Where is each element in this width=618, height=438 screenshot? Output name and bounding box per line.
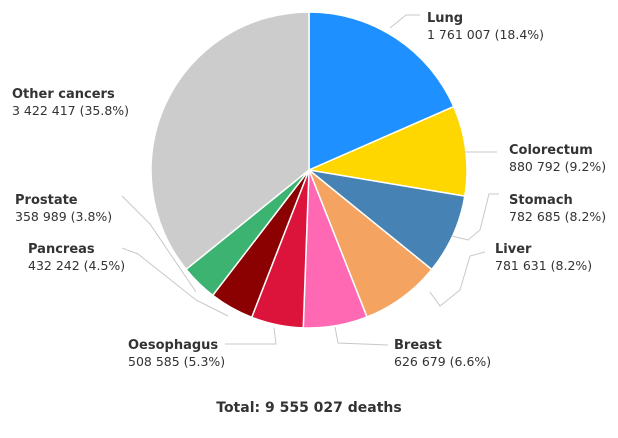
leader-line-pancreas xyxy=(121,247,229,317)
label-name-colorectum: Colorectum xyxy=(509,143,593,158)
label-name-other-cancers: Other cancers xyxy=(12,87,115,102)
label-value-pancreas: 432 242 (4.5%) xyxy=(28,258,125,273)
label-name-breast: Breast xyxy=(394,338,442,353)
leader-line-lung xyxy=(389,14,420,29)
leader-line-stomach xyxy=(451,193,499,241)
label-value-lung: 1 761 007 (18.4%) xyxy=(427,27,544,42)
label-name-stomach: Stomach xyxy=(509,193,573,208)
label-value-liver: 781 631 (8.2%) xyxy=(495,258,592,273)
leader-line-prostate xyxy=(121,195,197,293)
label-name-lung: Lung xyxy=(427,11,463,26)
label-value-prostate: 358 989 (3.8%) xyxy=(15,209,112,224)
leader-line-oesophagus xyxy=(225,327,277,345)
leader-line-liver xyxy=(429,251,486,307)
leader-lines xyxy=(121,14,499,346)
label-value-colorectum: 880 792 (9.2%) xyxy=(509,159,606,174)
label-name-prostate: Prostate xyxy=(15,193,78,208)
label-name-pancreas: Pancreas xyxy=(28,242,95,257)
label-name-oesophagus: Oesophagus xyxy=(128,338,218,353)
slice-lung xyxy=(308,11,455,172)
total-deaths-label: Total: 9 555 027 deaths xyxy=(216,400,402,416)
leader-line-breast xyxy=(334,326,389,346)
label-value-stomach: 782 685 (8.2%) xyxy=(509,209,606,224)
label-name-liver: Liver xyxy=(495,242,532,257)
label-value-other-cancers: 3 422 417 (35.8%) xyxy=(12,103,129,118)
label-value-oesophagus: 508 585 (5.3%) xyxy=(128,354,225,369)
pie-slices xyxy=(150,11,468,329)
slice-other-cancers xyxy=(150,11,310,271)
label-value-breast: 626 679 (6.6%) xyxy=(394,354,491,369)
slice-colorectum xyxy=(306,105,468,198)
